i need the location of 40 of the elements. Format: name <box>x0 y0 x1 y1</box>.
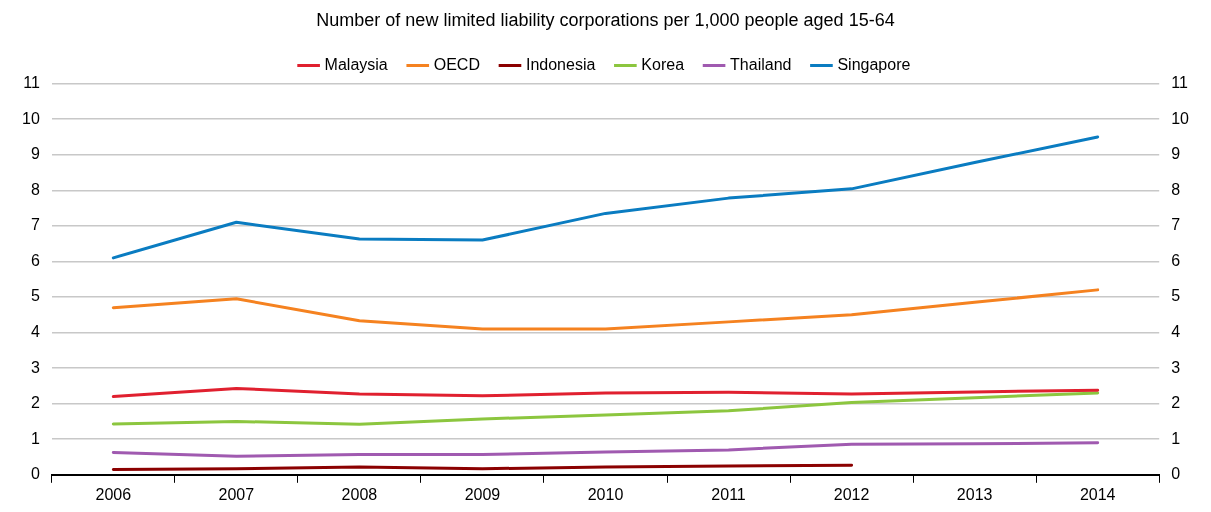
y-tick-label: 5 <box>30 287 40 305</box>
y-tick-label: 4 <box>30 322 40 340</box>
legend-label: Indonesia <box>525 56 596 74</box>
y-tick-label: 3 <box>30 358 40 376</box>
y2-tick-label: 9 <box>1171 145 1181 163</box>
y-tick-label: 1 <box>30 429 40 447</box>
y-tick-label: 10 <box>22 109 40 127</box>
y-tick-label: 2 <box>30 394 40 412</box>
y-tick-label: 11 <box>23 74 40 92</box>
x-tick-label: 2009 <box>464 485 501 503</box>
x-tick-label: 2013 <box>956 485 993 503</box>
y2-tick-label: 4 <box>1171 322 1181 340</box>
legend-label: Korea <box>641 56 685 74</box>
y-tick-label: 6 <box>30 251 40 269</box>
x-tick-label: 2007 <box>218 485 255 503</box>
legend-label: Singapore <box>837 56 911 74</box>
y2-tick-label: 2 <box>1171 394 1181 412</box>
y-tick-label: 8 <box>30 180 40 198</box>
y2-tick-label: 0 <box>1171 465 1181 483</box>
x-tick-label: 2011 <box>711 485 746 503</box>
y-tick-label: 7 <box>30 216 40 234</box>
x-tick-label: 2010 <box>587 485 624 503</box>
legend-label: Thailand <box>730 56 792 74</box>
legend-label: OECD <box>433 56 480 74</box>
y2-tick-label: 7 <box>1171 216 1181 234</box>
y2-tick-label: 3 <box>1171 358 1181 376</box>
x-tick-label: 2014 <box>1079 485 1116 503</box>
y2-tick-label: 6 <box>1171 251 1181 269</box>
y-tick-label: 0 <box>30 465 40 483</box>
y-tick-label: 9 <box>30 145 40 163</box>
y2-tick-label: 10 <box>1171 109 1190 127</box>
y2-tick-label: 8 <box>1171 180 1181 198</box>
legend-label: Malaysia <box>324 56 388 74</box>
x-tick-label: 2012 <box>833 485 870 503</box>
y2-tick-label: 1 <box>1171 429 1181 447</box>
y2-tick-label: 5 <box>1171 287 1181 305</box>
chart-title: Number of new limited liability corporations per 1,000 people aged 15-64 <box>316 9 895 30</box>
y2-tick-label: 11 <box>1171 74 1188 92</box>
x-tick-label: 2008 <box>341 485 378 503</box>
x-tick-label: 2006 <box>95 485 132 503</box>
